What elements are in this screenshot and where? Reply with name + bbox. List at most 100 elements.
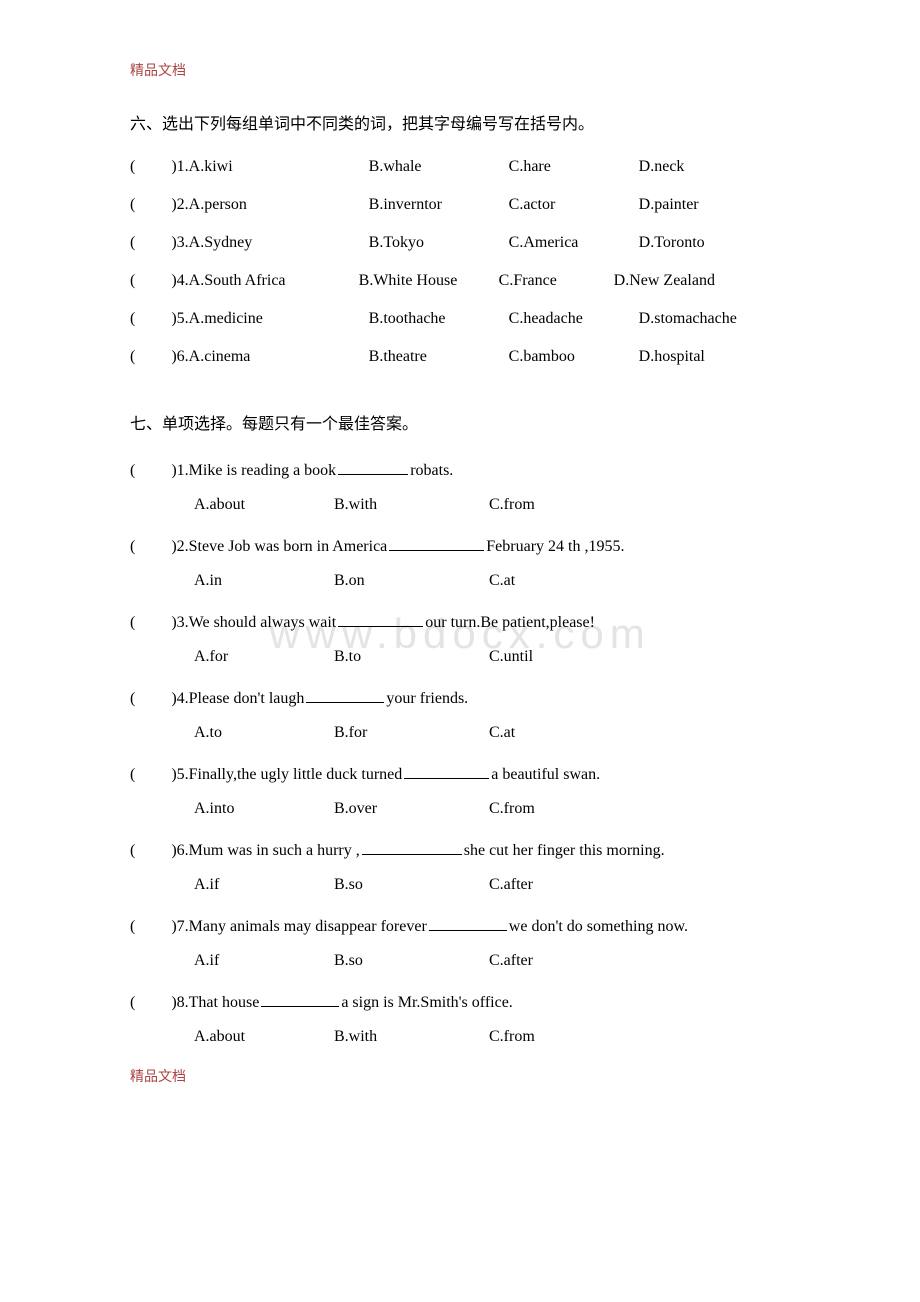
footer-label: 精品文档 [130,1066,790,1086]
option-a: A.if [194,876,334,894]
question-text: )2.Steve Job was born in AmericaFebruary… [171,534,624,556]
option-c: C.after [489,876,609,894]
option-b: B.with [334,1028,489,1046]
option-a: A.kiwi [189,158,369,176]
option-a: A.about [194,496,334,514]
section7-question: ( )1.Mike is reading a bookrobats. [130,458,790,480]
fill-blank[interactable] [429,914,507,931]
section7-question: ()3.We should always waitour turn.Be pat… [130,610,790,632]
section6-title: 六、选出下列每组单词中不同类的词，把其字母编号写在括号内。 [130,110,790,134]
fill-blank[interactable] [338,610,423,627]
section7-question: ( )5.Finally,the ugly little duck turneda… [130,762,790,784]
answer-options-row: A.aboutB.withC.from [130,496,790,514]
option-d: D.painter [639,196,769,214]
option-a: A.into [194,800,334,818]
option-b: B.so [334,952,489,970]
question-number: )6. [171,348,188,366]
option-c: C.until [489,648,609,666]
option-b: B.White House [359,272,499,290]
option-c: C.America [509,234,639,252]
answer-paren[interactable]: ( [130,310,135,328]
section6-question: ()5.A.medicineB.toothacheC.headacheD.sto… [130,310,790,328]
question-number: )2. [171,196,188,214]
question-text: )6.Mum was in such a hurry ,she cut her … [171,838,664,860]
fill-blank[interactable] [338,458,408,475]
option-a: A.about [194,1028,334,1046]
option-b: B.Tokyo [369,234,509,252]
option-c: C.actor [509,196,639,214]
option-c: C.France [499,272,614,290]
section7-question: ( )2.Steve Job was born in AmericaFebruar… [130,534,790,556]
answer-paren[interactable]: ( [130,690,135,708]
answer-paren[interactable]: ( [130,348,135,366]
section7-question: ( )4.Please don't laughyour friends. [130,686,790,708]
answer-paren[interactable]: ( [130,614,135,632]
answer-options-row: A.inB.onC.at [130,572,790,590]
answer-paren[interactable]: ( [130,272,135,290]
option-a: A.for [194,648,334,666]
option-a: A.Sydney [189,234,369,252]
option-d: D.stomachache [639,310,769,328]
option-a: A.cinema [189,348,369,366]
section7-question: ()7.Many animals may disappear foreverwe… [130,914,790,936]
answer-paren[interactable]: ( [130,538,135,556]
question-number: )1. [171,158,188,176]
question-number: )4. [171,272,188,290]
option-b: B.on [334,572,489,590]
option-c: C.from [489,1028,609,1046]
answer-paren[interactable]: ( [130,842,135,860]
answer-options-row: A.forB.toC.until [130,648,790,666]
answer-paren[interactable]: ( [130,158,135,176]
answer-paren[interactable]: ( [130,234,135,252]
section6-question: ( )3.A.SydneyB.TokyoC.AmericaD.Toronto [130,234,790,252]
option-c: C.at [489,572,609,590]
answer-paren[interactable]: ( [130,994,135,1012]
option-a: A.to [194,724,334,742]
section7-question: ( )6.Mum was in such a hurry ,she cut her… [130,838,790,860]
section7-title: 七、单项选择。每题只有一个最佳答案。 [130,410,790,434]
option-c: C.hare [509,158,639,176]
fill-blank[interactable] [362,838,462,855]
answer-paren[interactable]: ( [130,462,135,480]
fill-blank[interactable] [261,990,339,1007]
option-c: C.from [489,496,609,514]
option-b: B.theatre [369,348,509,366]
answer-paren[interactable]: ( [130,918,135,936]
option-b: B.inverntor [369,196,509,214]
option-a: A.if [194,952,334,970]
option-a: A.medicine [189,310,369,328]
option-c: C.at [489,724,609,742]
option-b: B.so [334,876,489,894]
option-c: C.headache [509,310,639,328]
question-text: )4.Please don't laughyour friends. [171,686,468,708]
option-b: B.for [334,724,489,742]
option-a: A.person [189,196,369,214]
fill-blank[interactable] [404,762,489,779]
answer-paren[interactable]: ( [130,766,135,784]
section6-question: ()4.A.South AfricaB.White HouseC.FranceD… [130,272,790,290]
option-b: B.to [334,648,489,666]
question-text: )8.That housea sign is Mr.Smith's office… [171,990,512,1012]
question-text: )5.Finally,the ugly little duck turneda … [171,762,600,784]
option-a: A.in [194,572,334,590]
fill-blank[interactable] [306,686,384,703]
question-text: )1.Mike is reading a bookrobats. [171,458,453,480]
answer-options-row: A.aboutB.withC.from [130,1028,790,1046]
fill-blank[interactable] [389,534,484,551]
section6-question: ( )6.A.cinemaB.theatreC.bambooD.hospital [130,348,790,366]
header-label: 精品文档 [130,60,790,80]
option-d: D.neck [639,158,769,176]
option-c: C.bamboo [509,348,639,366]
answer-paren[interactable]: ( [130,196,135,214]
option-c: C.after [489,952,609,970]
option-d: D.hospital [639,348,769,366]
option-d: D.Toronto [639,234,769,252]
option-a: A.South Africa [189,272,359,290]
question-number: )3. [171,234,188,252]
answer-options-row: A.intoB.overC.from [130,800,790,818]
answer-options-row: A.toB.forC.at [130,724,790,742]
question-number: )5. [171,310,188,328]
answer-options-row: A.ifB.soC.after [130,952,790,970]
option-b: B.over [334,800,489,818]
option-b: B.with [334,496,489,514]
